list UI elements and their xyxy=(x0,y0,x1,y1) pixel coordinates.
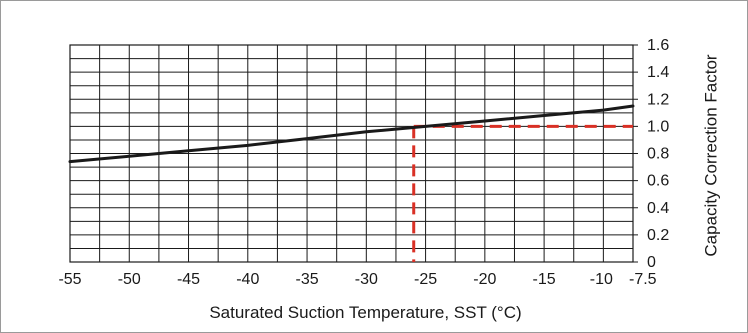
x-axis-label: Saturated Suction Temperature, SST (°C) xyxy=(209,303,521,322)
x-tick-label: -10 xyxy=(590,271,613,288)
y-tick-label: 0.4 xyxy=(647,200,669,217)
series-line xyxy=(68,104,635,164)
grid xyxy=(69,44,638,263)
x-tick-label: -7.5 xyxy=(629,271,657,288)
x-tick-label: -50 xyxy=(118,271,141,288)
y-tick-label: 1.4 xyxy=(647,64,669,81)
y-tick-label: 1.0 xyxy=(647,118,669,135)
x-tick-label: -15 xyxy=(533,271,556,288)
y-tick-label: 0.8 xyxy=(647,146,669,163)
tick-labels: -55 -50 -45 -40 -35 -30 -25 -20 -15 -10 -7.50 0.2 0.… xyxy=(58,37,669,288)
y-tick-label: 0.6 xyxy=(647,173,669,190)
x-tick-label: -55 xyxy=(58,271,81,288)
series-layer xyxy=(68,104,635,164)
x-tick-label: -35 xyxy=(295,271,318,288)
y-tick-label: 0.2 xyxy=(647,227,669,244)
reference-lines xyxy=(412,124,633,262)
x-tick-label: -20 xyxy=(473,271,496,288)
x-tick-label: -25 xyxy=(414,271,437,288)
y-tick-label: 1.6 xyxy=(647,37,669,54)
y-axis-label: Capacity Correction Factor xyxy=(701,54,720,257)
x-tick-label: -40 xyxy=(236,271,259,288)
y-tick-label: 1.2 xyxy=(647,91,669,108)
x-tick-label: -30 xyxy=(355,271,378,288)
x-tick-label: -45 xyxy=(177,271,200,288)
y-tick-label: 0 xyxy=(647,254,656,271)
